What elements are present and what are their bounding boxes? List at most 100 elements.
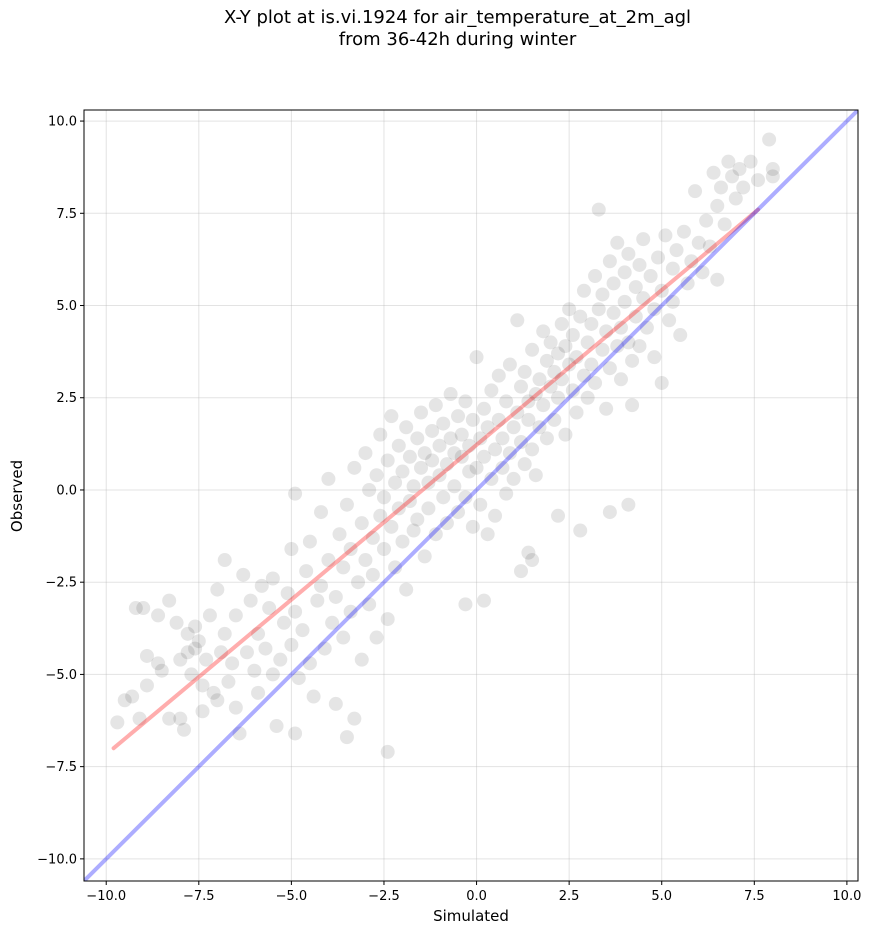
data-point	[591, 202, 606, 217]
data-point	[602, 361, 617, 376]
data-point	[617, 265, 632, 280]
data-point	[728, 191, 743, 206]
data-point	[476, 401, 491, 416]
data-point	[625, 398, 640, 413]
data-point	[343, 541, 358, 556]
data-point	[288, 486, 303, 501]
data-point	[132, 711, 147, 726]
data-point	[517, 364, 532, 379]
data-point	[391, 501, 406, 516]
data-point	[169, 615, 184, 630]
data-point	[465, 412, 480, 427]
data-point	[762, 132, 777, 147]
data-point	[347, 460, 362, 475]
data-point	[551, 346, 566, 361]
data-point	[284, 637, 299, 652]
data-point	[588, 269, 603, 284]
data-point	[558, 339, 573, 354]
data-point	[717, 217, 732, 232]
data-point	[580, 335, 595, 350]
data-point	[488, 508, 503, 523]
data-point	[639, 320, 654, 335]
data-point	[388, 560, 403, 575]
data-point	[436, 416, 451, 431]
data-point	[480, 527, 495, 542]
data-point	[425, 423, 440, 438]
data-point	[425, 453, 440, 468]
data-point	[195, 678, 210, 693]
regression-line	[111, 207, 761, 751]
data-point	[595, 342, 610, 357]
data-point	[480, 420, 495, 435]
data-point	[665, 294, 680, 309]
data-point	[151, 656, 166, 671]
data-point	[513, 564, 528, 579]
data-point	[343, 604, 358, 619]
y-tick-label: −5.0	[45, 668, 77, 683]
data-point	[458, 394, 473, 409]
data-point	[443, 431, 458, 446]
data-point	[665, 261, 680, 276]
data-point	[391, 438, 406, 453]
data-point	[636, 232, 651, 247]
x-tick-label: 10.0	[832, 889, 861, 904]
data-point	[217, 553, 232, 568]
data-point	[532, 420, 547, 435]
data-point	[576, 283, 591, 298]
data-point	[314, 578, 329, 593]
data-point	[421, 501, 436, 516]
data-point	[402, 449, 417, 464]
data-point	[265, 667, 280, 682]
data-point	[428, 527, 443, 542]
data-point	[651, 250, 666, 265]
data-point	[302, 534, 317, 549]
data-point	[210, 693, 225, 708]
data-point	[451, 409, 466, 424]
data-point	[547, 412, 562, 427]
y-axis-label: Observed	[8, 460, 26, 532]
data-point	[569, 350, 584, 365]
data-point	[491, 368, 506, 383]
data-point	[547, 364, 562, 379]
data-point	[576, 368, 591, 383]
data-point	[573, 309, 588, 324]
data-point	[317, 641, 332, 656]
data-point	[554, 316, 569, 331]
data-point	[721, 154, 736, 169]
data-point	[332, 527, 347, 542]
data-point	[602, 254, 617, 269]
data-point	[321, 471, 336, 486]
data-point	[139, 648, 154, 663]
data-point	[462, 438, 477, 453]
data-point	[495, 431, 510, 446]
data-point	[628, 280, 643, 295]
data-point	[710, 272, 725, 287]
data-points	[110, 132, 780, 759]
data-point	[499, 394, 514, 409]
data-point	[591, 302, 606, 317]
data-point	[713, 180, 728, 195]
chart-title-line-2: from 36-42h during winter	[338, 29, 577, 50]
data-point	[306, 689, 321, 704]
data-point	[654, 283, 669, 298]
data-point	[254, 578, 269, 593]
data-point	[195, 704, 210, 719]
data-point	[699, 213, 714, 228]
data-point	[673, 328, 688, 343]
data-point	[539, 431, 554, 446]
data-point	[654, 375, 669, 390]
data-point	[180, 645, 195, 660]
data-point	[221, 674, 236, 689]
data-point	[484, 471, 499, 486]
data-point	[502, 357, 517, 372]
data-point	[314, 505, 329, 520]
data-point	[469, 460, 484, 475]
data-point	[573, 523, 588, 538]
data-point	[325, 615, 340, 630]
data-point	[469, 350, 484, 365]
data-point	[288, 726, 303, 741]
data-point	[447, 479, 462, 494]
data-point	[636, 291, 651, 306]
data-point	[265, 571, 280, 586]
data-point	[443, 387, 458, 402]
